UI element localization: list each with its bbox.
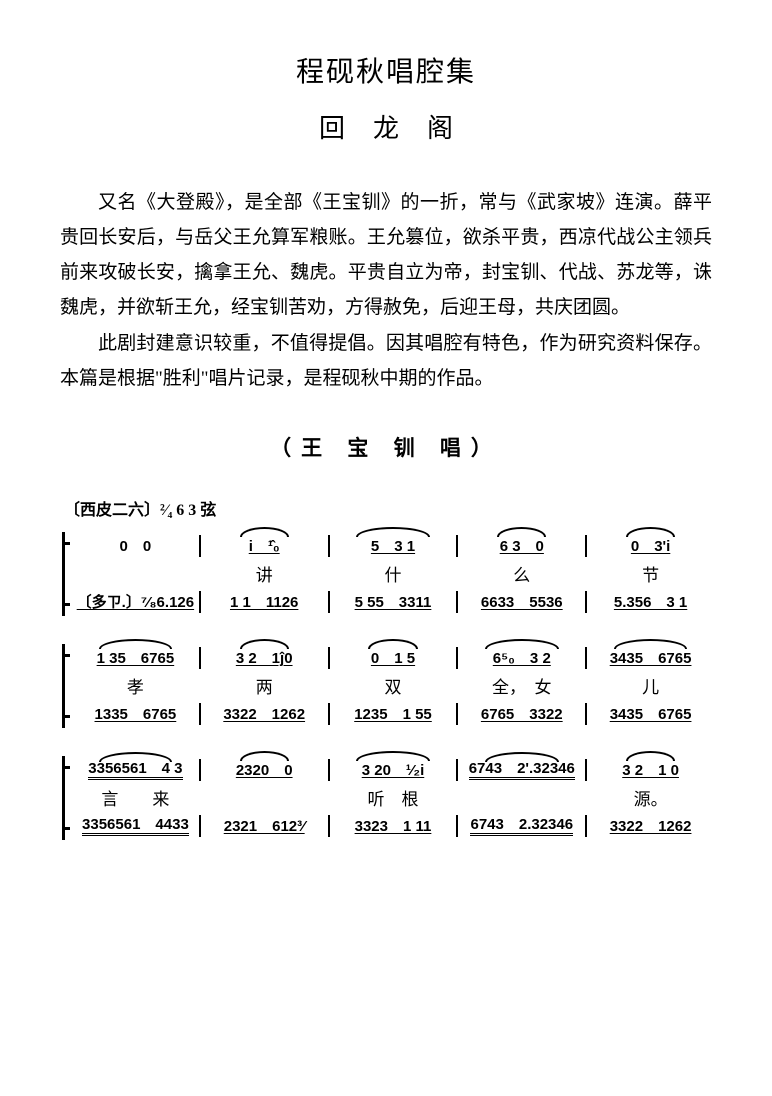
notation-cell: 1 35 6765 xyxy=(74,647,197,668)
notation-cell: 3435 6765 xyxy=(589,703,712,724)
lyric-line: 言 来 听 根 源。 xyxy=(60,784,712,812)
notation-cell: 6765 3322 xyxy=(460,703,583,724)
notation-cell: 3435 6765 xyxy=(589,647,712,668)
notation-cell: 1235 1 55 xyxy=(332,703,455,724)
accompaniment-line: 〔多ㄗ.〕⁷⁄₈6.126 1 1 1126 5 55 3311 6633 55… xyxy=(60,588,712,616)
lyric-cell: 节 xyxy=(589,561,712,586)
notation-cell: 0 3'i xyxy=(589,535,712,556)
notation-cell: 5 3 1 xyxy=(332,535,455,556)
notation-cell: 6⁵₀ 3 2 xyxy=(460,647,583,668)
piece-title: 回龙阁 xyxy=(60,108,712,145)
melody-line: 3356561 4 3 2320 0 3 20 ¹⁄₂i 6743 2'.323… xyxy=(60,756,712,784)
lyric-cell: 孝 xyxy=(74,673,197,698)
notation-cell: 〔多ㄗ.〕⁷⁄₈6.126 xyxy=(74,591,197,612)
lyric-cell: 言 来 xyxy=(74,785,197,810)
notation-cell: 0 1 5 xyxy=(332,647,455,668)
notation-cell: i ¹̂₀ xyxy=(203,535,326,556)
lyric-cell: 全， 女 xyxy=(460,673,583,698)
melody-line: 1 35 6765 3 2 1ĵ0 0 1 5 6⁵₀ 3 2 3435 676… xyxy=(60,644,712,672)
lyric-line: 孝 两 双 全， 女 儿 xyxy=(60,672,712,700)
mode-time-signature: 〔西皮二六〕²⁄₄ 6 3 弦 xyxy=(64,496,712,520)
introduction-text: 又名《大登殿》，是全部《王宝钏》的一折，常与《武家坡》连演。薛平贵回长安后，与岳… xyxy=(60,185,712,396)
lyric-cell: 源。 xyxy=(589,785,712,810)
notation-cell: 6743 2'.32346 xyxy=(460,760,583,780)
accompaniment-line: 1335 6765 3322 1262 1235 1 55 6765 3322 … xyxy=(60,700,712,728)
notation-cell: 3322 1262 xyxy=(203,703,326,724)
notation-system: 3356561 4 3 2320 0 3 20 ¹⁄₂i 6743 2'.323… xyxy=(60,756,712,840)
notation-cell: 3 2 1 0 xyxy=(589,759,712,780)
notation-cell: 6743 2.32346 xyxy=(460,816,583,836)
notation-cell: 1 1 1126 xyxy=(203,591,326,612)
intro-paragraph: 此剧封建意识较重，不值得提倡。因其唱腔有特色，作为研究资料保存。本篇是根据"胜利… xyxy=(60,326,712,396)
notation-system: 1 35 6765 3 2 1ĵ0 0 1 5 6⁵₀ 3 2 3435 676… xyxy=(60,644,712,728)
lyric-cell: 儿 xyxy=(589,673,712,698)
notation-cell: 5 55 3311 xyxy=(332,591,455,612)
melody-line: 0 0 i ¹̂₀ 5 3 1 6 3 0 0 3'i xyxy=(60,532,712,560)
notation-cell: 0 0 xyxy=(74,535,197,556)
lyric-cell: 两 xyxy=(203,673,326,698)
notation-cell: 3356561 4 3 xyxy=(74,760,197,780)
collection-title: 程砚秋唱腔集 xyxy=(60,50,712,90)
notation-cell: 2321 612³⁄ xyxy=(203,815,326,836)
notation-system: 0 0 i ¹̂₀ 5 3 1 6 3 0 0 3'i 讲 什 么 节 〔多ㄗ.… xyxy=(60,532,712,616)
notation-cell: 6 3 0 xyxy=(460,535,583,556)
notation-cell: 3356561 4433 xyxy=(74,816,197,836)
lyric-cell: 双 xyxy=(332,673,455,698)
lyric-line: 讲 什 么 节 xyxy=(60,560,712,588)
notation-cell: 5.356 3 1 xyxy=(589,591,712,612)
notation-cell: 6633 5536 xyxy=(460,591,583,612)
notation-cell: 3323 1 11 xyxy=(332,815,455,836)
singer-label: （王 宝 钏 唱） xyxy=(60,432,712,462)
lyric-cell: 什 xyxy=(332,561,455,586)
intro-paragraph: 又名《大登殿》，是全部《王宝钏》的一折，常与《武家坡》连演。薛平贵回长安后，与岳… xyxy=(60,185,712,326)
notation-cell: 2320 0 xyxy=(203,759,326,780)
lyric-cell: 讲 xyxy=(203,561,326,586)
notation-cell: 3 2 1ĵ0 xyxy=(203,647,326,668)
lyric-cell: 听 根 xyxy=(332,785,455,810)
accompaniment-line: 3356561 4433 2321 612³⁄ 3323 1 11 6743 2… xyxy=(60,812,712,840)
notation-cell: 3 20 ¹⁄₂i xyxy=(332,759,455,780)
notation-cell: 3322 1262 xyxy=(589,815,712,836)
notation-cell: 1335 6765 xyxy=(74,703,197,724)
lyric-cell: 么 xyxy=(460,561,583,586)
